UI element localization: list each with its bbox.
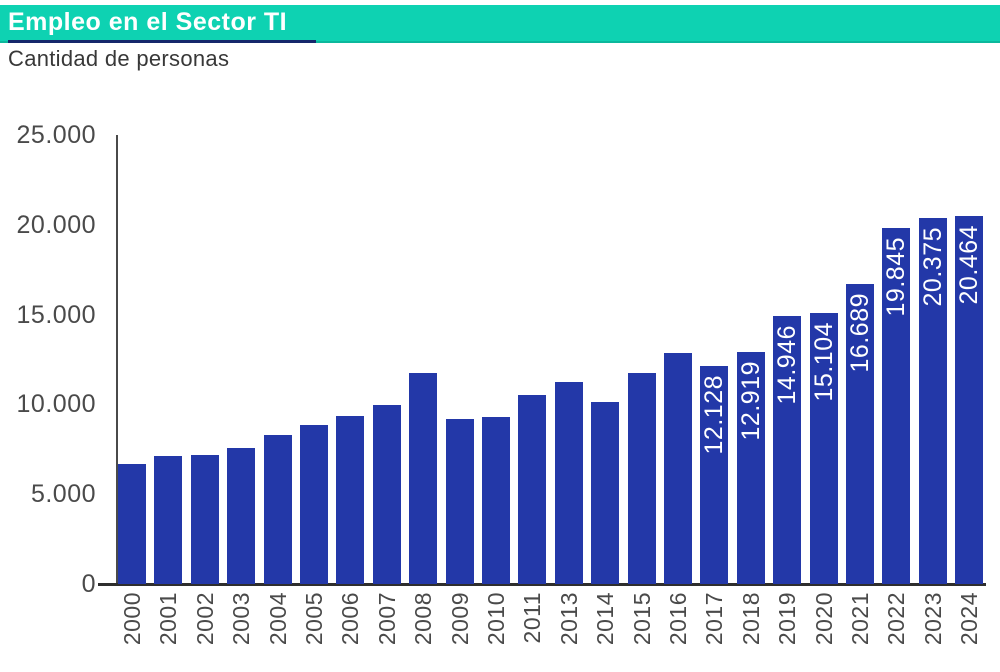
x-tick-label: 2017 — [700, 592, 727, 646]
x-tick-label: 2022 — [882, 592, 909, 646]
bar-value-label: 12.128 — [699, 375, 728, 455]
bar-value-label: 19.845 — [881, 237, 910, 317]
bar-2007 — [373, 405, 401, 584]
title-underline — [8, 40, 316, 43]
chart-subtitle: Cantidad de personas — [8, 46, 230, 71]
bar-2016 — [664, 353, 692, 584]
bar-2018: 12.919 — [737, 352, 765, 584]
x-tick-label: 2007 — [373, 592, 400, 646]
bar-2000 — [118, 464, 146, 584]
x-tick-label: 2013 — [555, 592, 582, 646]
x-tick-label: 2019 — [773, 592, 800, 646]
bar-2009 — [446, 419, 474, 584]
x-tick-label: 2000 — [118, 592, 145, 646]
x-axis-line — [98, 583, 986, 586]
bar-2008 — [409, 373, 437, 584]
y-tick-label: 25.000 — [16, 121, 96, 149]
bar-value-label: 14.946 — [772, 325, 801, 405]
bar-2019: 14.946 — [773, 316, 801, 584]
bar-2004 — [264, 435, 292, 584]
y-tick-label: 10.000 — [16, 390, 96, 419]
title-band: Empleo en el Sector TI — [0, 5, 1000, 43]
y-tick-label: 15.000 — [16, 300, 96, 329]
bar-value-label: 15.104 — [809, 322, 838, 402]
x-tick-label: 2002 — [191, 592, 218, 646]
x-tick-label: 2004 — [264, 592, 291, 646]
x-tick-label: 2015 — [628, 592, 655, 646]
x-tick-label: 2011 — [518, 592, 545, 644]
chart-title: Empleo en el Sector TI — [8, 8, 288, 36]
bar-2014 — [591, 402, 619, 584]
bar-2021: 16.689 — [846, 284, 874, 584]
x-tick-label: 2010 — [482, 592, 509, 646]
bar-value-label: 20.464 — [954, 225, 983, 305]
bar-value-label: 12.919 — [736, 361, 765, 441]
bar-2002 — [191, 455, 219, 584]
bar-2010 — [482, 417, 510, 584]
x-tick-label: 2018 — [737, 592, 764, 646]
bar-2020: 15.104 — [810, 313, 838, 584]
x-tick-label: 2016 — [664, 592, 691, 646]
bar-2024: 20.464 — [955, 216, 983, 584]
y-axis-line — [116, 135, 118, 584]
x-tick-label: 2024 — [955, 592, 982, 646]
bar-2001 — [154, 456, 182, 584]
x-tick-label: 2008 — [409, 592, 436, 646]
x-tick-label: 2001 — [154, 592, 181, 646]
bar-value-label: 16.689 — [845, 293, 874, 373]
bar-2006 — [336, 416, 364, 584]
x-tick-label: 2014 — [591, 592, 618, 646]
bar-2005 — [300, 425, 328, 584]
bar-value-label: 20.375 — [918, 227, 947, 307]
x-tick-label: 2020 — [810, 592, 837, 646]
bar-2011 — [518, 395, 546, 584]
bar-2017: 12.128 — [700, 366, 728, 584]
x-tick-label: 2003 — [227, 592, 254, 646]
y-tick-label: 20.000 — [16, 210, 96, 239]
bar-2013 — [555, 382, 583, 584]
bar-2023: 20.375 — [919, 218, 947, 584]
bar-2015 — [628, 373, 656, 584]
y-tick-label: 0 — [81, 570, 96, 598]
x-tick-label: 2023 — [919, 592, 946, 646]
x-tick-label: 2005 — [300, 592, 327, 646]
x-tick-label: 2006 — [336, 592, 363, 646]
x-tick-label: 2009 — [446, 592, 473, 646]
y-tick-label: 5.000 — [30, 480, 96, 509]
x-tick-label: 2021 — [846, 592, 873, 646]
bar-2003 — [227, 448, 255, 584]
bar-2022: 19.845 — [882, 228, 910, 584]
